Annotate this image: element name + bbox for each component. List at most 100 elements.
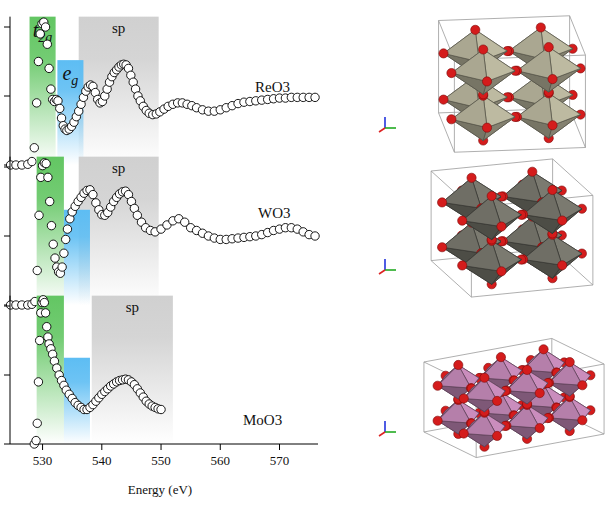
oxygen-atom	[447, 115, 456, 124]
octahedron-face	[506, 370, 539, 393]
oxygen-atom	[565, 357, 574, 366]
y-axis	[10, 296, 11, 444]
x-tick	[279, 444, 280, 450]
data-group	[6, 159, 319, 310]
cell-edge	[592, 195, 593, 285]
crystal-structure	[424, 338, 604, 457]
data-point	[57, 114, 65, 122]
oxygen-atom	[459, 429, 468, 438]
region-labels: sp	[126, 299, 139, 315]
octahedron-face	[442, 178, 481, 209]
data-point	[157, 405, 165, 413]
data-point	[58, 263, 66, 271]
axis-triad	[379, 117, 396, 132]
crystal-structure	[439, 16, 586, 152]
x-tick	[220, 444, 221, 450]
region-label: eg	[62, 62, 78, 88]
octahedron-face	[483, 96, 515, 128]
oxygen-atom	[528, 167, 537, 176]
cell-edge	[454, 147, 585, 152]
x-tick-label: 550	[151, 453, 171, 468]
triad-x	[379, 270, 385, 274]
y-tick	[4, 444, 10, 445]
octahedron-face	[523, 235, 562, 265]
data-point	[32, 436, 40, 444]
figure: spegt2gReO3spWO3sp530540550560570Energy …	[0, 0, 615, 508]
oxygen-atom	[578, 416, 587, 425]
cell-edge	[439, 16, 570, 21]
region-label: sp	[112, 20, 125, 36]
oxygen-atom	[437, 198, 446, 207]
oxygen-atom	[447, 68, 456, 77]
oxygen-atom	[471, 25, 480, 34]
oxygen-atom	[535, 423, 544, 432]
data-point	[60, 249, 68, 257]
data-point	[47, 221, 55, 229]
energy-region	[30, 17, 56, 165]
x-tick-label: 530	[33, 453, 53, 468]
data-point	[54, 97, 62, 105]
energy-region	[37, 157, 64, 305]
octahedron-face	[438, 400, 471, 423]
data-point	[43, 323, 51, 331]
y-tick	[4, 167, 10, 168]
oxygen-atom	[480, 373, 489, 382]
x-tick	[161, 444, 162, 450]
y-tick	[4, 96, 10, 97]
panel	[4, 157, 159, 305]
oxygen-atom	[497, 222, 506, 231]
octahedron-face	[506, 405, 539, 428]
data-point	[41, 309, 49, 317]
oxygen-atom	[493, 396, 502, 405]
data-point	[32, 99, 40, 107]
triad-z	[384, 259, 386, 270]
energy-region	[92, 296, 173, 444]
triad-x	[379, 432, 385, 436]
oxygen-atom	[558, 216, 567, 225]
oxygen-atom	[433, 381, 442, 390]
data-point	[61, 235, 69, 243]
x-tick	[42, 444, 43, 450]
data-point	[56, 104, 64, 112]
oxygen-atom	[548, 185, 557, 194]
data-point	[47, 85, 55, 93]
oxygen-atom	[433, 416, 442, 425]
octahedron-face	[523, 190, 562, 221]
cell-edge	[604, 364, 605, 434]
energy-region	[64, 358, 90, 444]
x-axis	[10, 444, 318, 445]
triad-y	[385, 127, 396, 129]
label-subscript: g	[71, 73, 78, 88]
oxygen-atom	[454, 360, 463, 369]
oxygen-atom	[548, 74, 557, 83]
data-point	[44, 173, 52, 181]
data-point	[41, 23, 49, 31]
octahedron-face	[517, 47, 553, 79]
octahedron-face	[462, 241, 501, 272]
data-point	[34, 378, 42, 386]
triad-y	[385, 269, 396, 271]
x-tick	[101, 444, 102, 450]
data-point	[35, 336, 43, 344]
panel	[4, 17, 159, 165]
series-label: MoO3	[243, 412, 282, 428]
x-tick-label: 570	[270, 453, 290, 468]
crystal-structure	[431, 159, 593, 297]
oxygen-atom	[544, 43, 553, 52]
triad-z	[384, 421, 386, 432]
energy-region	[79, 157, 159, 305]
data-point	[45, 197, 53, 205]
data-point	[89, 190, 97, 198]
data-point	[33, 419, 41, 427]
data-point	[34, 57, 42, 65]
oxygen-atom	[459, 394, 468, 403]
data-point	[63, 225, 71, 233]
oxygen-atom	[487, 191, 496, 200]
panel	[4, 296, 318, 450]
oxygen-atom	[548, 121, 557, 130]
oxygen-atom	[479, 45, 488, 54]
oxygen-atom	[493, 431, 502, 440]
oxygen-atom	[578, 381, 587, 390]
series-label: WO3	[258, 205, 291, 221]
data-point	[28, 157, 36, 165]
